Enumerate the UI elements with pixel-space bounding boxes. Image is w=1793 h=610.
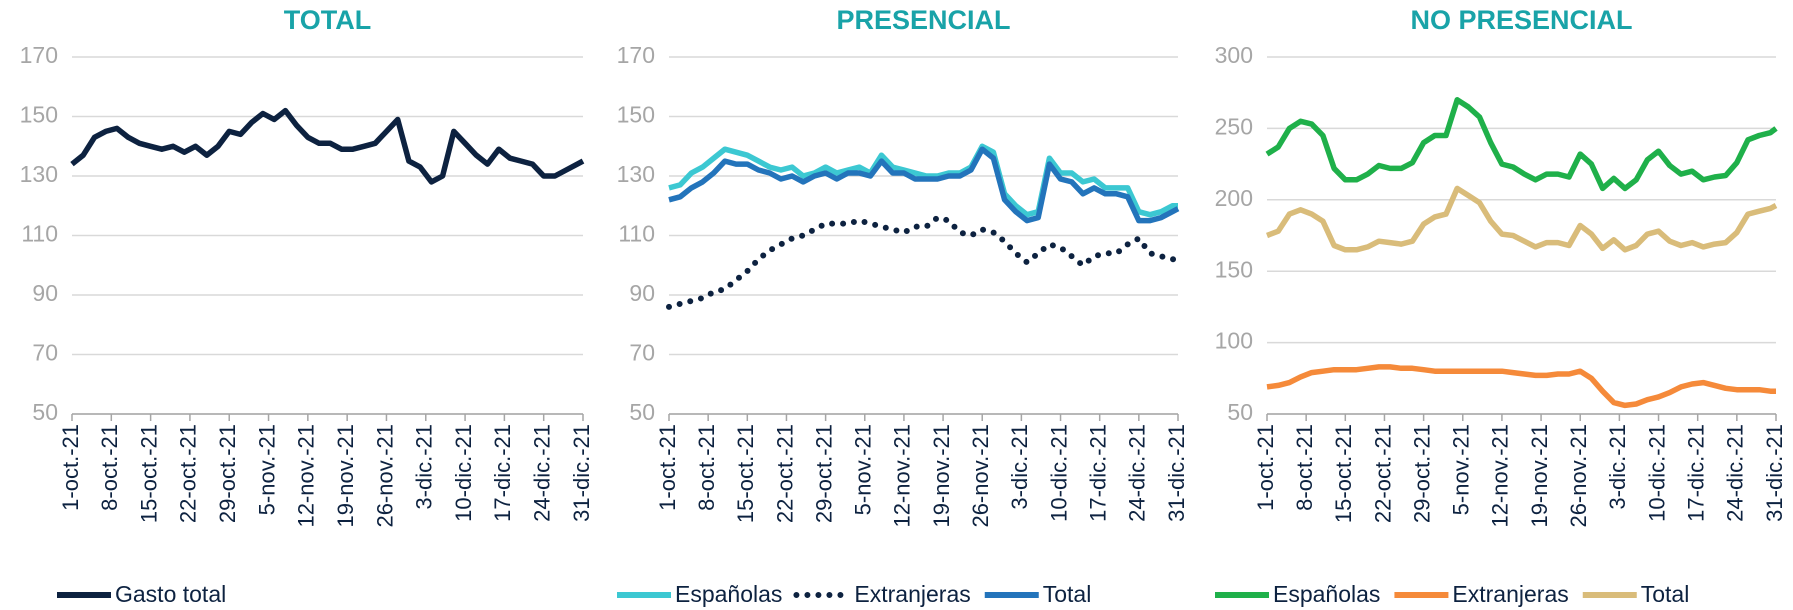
x-tick-label: 24-dic.-21	[1723, 424, 1748, 522]
y-tick-label: 110	[618, 221, 655, 247]
x-tick-label: 26-nov.-21	[968, 424, 993, 528]
y-tick-label: 170	[617, 42, 655, 68]
legend-label: Españolas	[1273, 581, 1380, 607]
y-tick-label: 150	[617, 102, 655, 128]
legend-label: Gasto total	[115, 581, 226, 607]
x-tick-label: 17-dic.-21	[1684, 424, 1709, 522]
x-tick-label: 8-oct.-21	[97, 424, 122, 511]
x-tick-label: 5-nov.-21	[254, 424, 279, 515]
x-tick-label: 24-dic.-21	[530, 424, 555, 522]
x-tick-label: 22-oct.-21	[176, 424, 201, 523]
y-tick-label: 150	[1215, 256, 1253, 282]
chart-title: NO PRESENCIAL	[1410, 5, 1632, 35]
y-tick-label: 90	[629, 280, 655, 306]
series-line	[668, 143, 1178, 218]
x-tick-label: 1-oct.-21	[1253, 424, 1278, 511]
x-tick-label: 3-dic.-21	[1007, 424, 1032, 510]
series-line	[1266, 185, 1778, 253]
x-tick-label: 22-oct.-21	[772, 424, 797, 523]
y-tick-label: 90	[32, 280, 58, 306]
x-tick-label: 17-dic.-21	[490, 424, 515, 522]
x-tick-label: 17-dic.-21	[1086, 424, 1111, 522]
y-tick-label: 150	[20, 102, 58, 128]
x-tick-label: 3-dic.-21	[1605, 424, 1630, 510]
x-tick-label: 31-dic.-21	[569, 424, 594, 522]
x-tick-label: 26-nov.-21	[1566, 424, 1591, 528]
x-tick-label: 1-oct.-21	[655, 424, 680, 511]
y-tick-label: 50	[629, 399, 655, 425]
x-tick-label: 1-oct.-21	[58, 424, 83, 511]
series-line	[668, 146, 1180, 224]
x-tick-label: 12-nov.-21	[1488, 424, 1513, 528]
x-tick-label: 15-oct.-21	[733, 424, 758, 523]
x-tick-label: 10-dic.-21	[1644, 424, 1669, 522]
x-tick-label: 24-dic.-21	[1125, 424, 1150, 522]
panel: PRESENCIAL 50 70 90 110 130 150 170 1-oct.-21 8-o…	[617, 5, 1189, 607]
y-tick-label: 300	[1215, 42, 1253, 68]
x-tick-label: 5-nov.-21	[851, 424, 876, 515]
x-tick-label: 8-oct.-21	[1292, 424, 1317, 511]
series-line	[1266, 364, 1776, 409]
x-tick-label: 10-dic.-21	[1046, 424, 1071, 522]
x-tick-label: 12-nov.-21	[890, 424, 915, 528]
y-tick-label: 70	[32, 340, 58, 366]
x-tick-label: 22-oct.-21	[1370, 424, 1395, 523]
panel: NO PRESENCIAL 50 100 150 200 250 300 1-oct.-21 8…	[1215, 5, 1787, 607]
y-tick-label: 50	[32, 399, 58, 425]
x-tick-label: 8-oct.-21	[694, 424, 719, 511]
y-tick-label: 50	[1227, 399, 1253, 425]
legend-label: Extranjeras	[1452, 581, 1568, 607]
x-tick-label: 29-oct.-21	[1409, 424, 1434, 523]
x-tick-label: 10-dic.-21	[451, 424, 476, 522]
x-tick-label: 26-nov.-21	[372, 424, 397, 528]
x-tick-label: 3-dic.-21	[412, 424, 437, 510]
series-line	[666, 214, 1181, 310]
x-tick-label: 31-dic.-21	[1164, 424, 1189, 522]
y-tick-label: 200	[1215, 185, 1253, 211]
x-tick-label: 29-oct.-21	[215, 424, 240, 523]
legend-label: Total	[1641, 581, 1690, 607]
x-tick-label: 5-nov.-21	[1449, 424, 1474, 515]
y-tick-label: 250	[1215, 113, 1253, 139]
legend-label: Españolas	[675, 581, 782, 607]
x-tick-label: 31-dic.-21	[1762, 424, 1787, 522]
chart-title: PRESENCIAL	[836, 5, 1010, 35]
x-tick-label: 15-oct.-21	[136, 424, 161, 523]
series-line	[70, 107, 585, 185]
y-tick-label: 70	[629, 340, 655, 366]
y-tick-label: 130	[617, 161, 655, 187]
x-tick-label: 12-nov.-21	[294, 424, 319, 528]
series-line	[1265, 97, 1778, 192]
panel: TOTAL 50 70 90 110 130 150 170 1-oct.-21 8-oct.-2…	[20, 5, 594, 607]
y-tick-label: 110	[21, 221, 58, 247]
x-tick-label: 29-oct.-21	[811, 424, 836, 523]
x-tick-label: 19-nov.-21	[1527, 424, 1552, 528]
legend-label: Extranjeras	[854, 581, 970, 607]
chart-title: TOTAL	[284, 5, 372, 35]
y-tick-label: 130	[20, 161, 58, 187]
y-tick-label: 170	[20, 42, 58, 68]
legend-label: Total	[1043, 581, 1092, 607]
y-tick-label: 100	[1215, 328, 1253, 354]
x-tick-label: 19-nov.-21	[929, 424, 954, 528]
x-tick-label: 15-oct.-21	[1331, 424, 1356, 523]
x-tick-label: 19-nov.-21	[333, 424, 358, 528]
